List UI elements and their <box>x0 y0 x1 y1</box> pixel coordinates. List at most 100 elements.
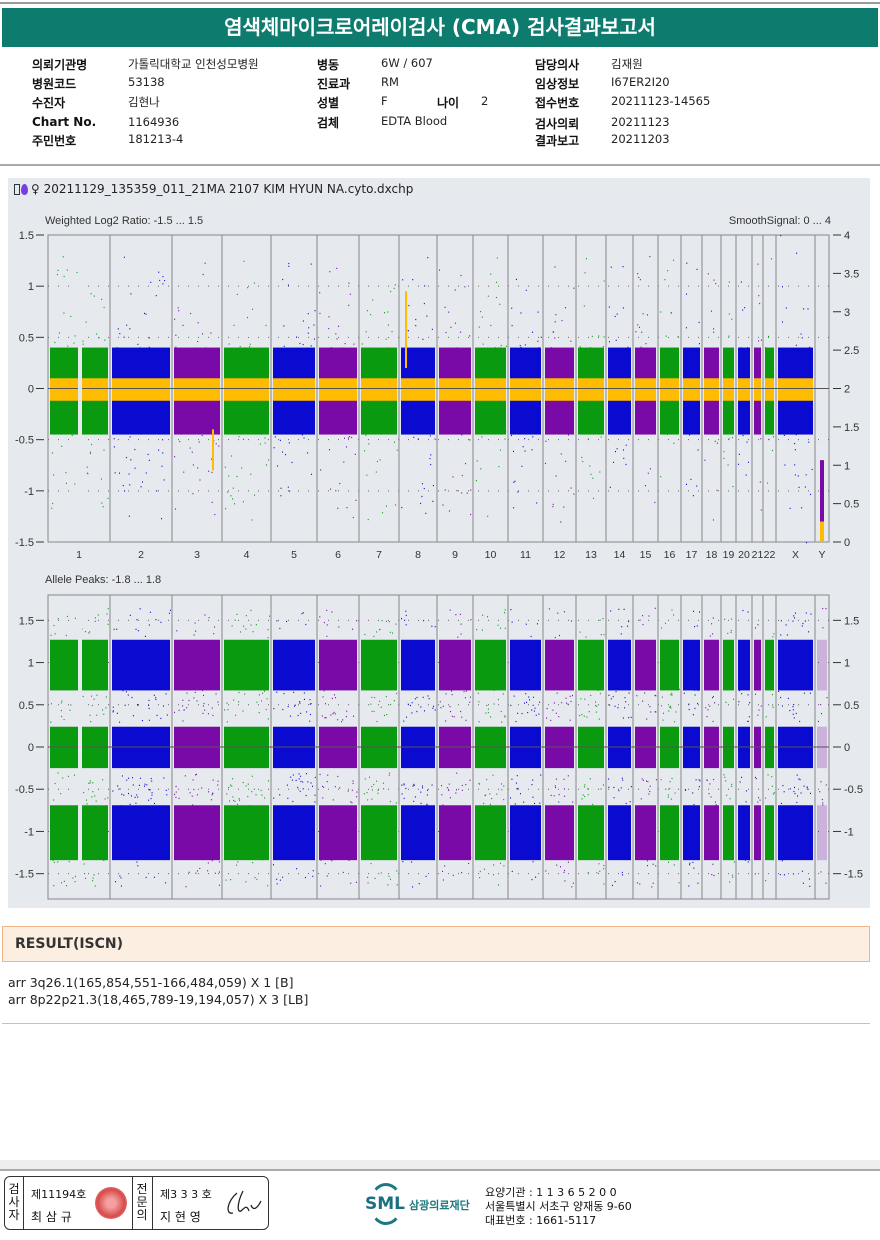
outlier-dot <box>106 432 108 434</box>
outlier-dot <box>395 623 397 625</box>
outlier-dot <box>136 861 138 863</box>
outlier-dot <box>249 343 251 345</box>
footer-line: 대표번호 : 1661-5117 <box>485 1214 597 1227</box>
outlier-dot <box>747 694 749 696</box>
outlier-dot <box>646 860 648 862</box>
smooth-signal <box>723 378 734 401</box>
outlier-dot <box>352 516 354 519</box>
outlier-dot <box>307 332 309 334</box>
deletion-3q26 <box>212 429 214 471</box>
outlier-dot <box>592 497 594 499</box>
outlier-dot <box>456 347 458 349</box>
outlier-dot <box>183 709 185 711</box>
outlier-dot <box>709 635 711 637</box>
outlier-dot <box>89 782 91 784</box>
outlier-dot <box>326 875 328 877</box>
outlier-dot <box>490 716 492 718</box>
outlier-dot <box>697 882 699 884</box>
outlier-dot <box>88 782 90 784</box>
outlier-dot <box>640 798 642 800</box>
outlier-dot <box>363 793 365 795</box>
chromosome-label: 2 <box>138 549 144 561</box>
outlier-dot <box>716 442 718 444</box>
outlier-dot <box>134 796 136 798</box>
outlier-dot <box>448 311 450 313</box>
outlier-dot <box>642 623 644 626</box>
outlier-dot <box>130 795 132 797</box>
outlier-dot <box>309 713 311 716</box>
outlier-dot <box>728 335 730 337</box>
outlier-dot <box>334 805 336 807</box>
outlier-dot <box>744 859 746 861</box>
outlier-dot <box>531 709 533 711</box>
outlier-dot <box>460 633 462 635</box>
outlier-dot <box>51 507 53 509</box>
outlier-dot <box>603 280 605 282</box>
outlier-dot <box>503 865 505 867</box>
outlier-dot <box>243 260 245 262</box>
outlier-dot <box>480 468 482 470</box>
outlier-dot <box>585 257 587 260</box>
outlier-dot <box>277 858 279 860</box>
outlier-dot <box>757 714 759 716</box>
outlier-dot <box>712 633 714 635</box>
outlier-dot <box>580 698 582 700</box>
outlier-dot <box>442 804 444 806</box>
smooth-signal <box>319 378 357 401</box>
outlier-dot <box>713 778 715 781</box>
outlier-dot <box>89 451 91 453</box>
outlier-dot <box>92 791 94 793</box>
outlier-dot <box>122 484 124 487</box>
outlier-dot <box>760 438 762 440</box>
outlier-dot <box>374 430 376 432</box>
outlier-dot <box>558 801 560 803</box>
outlier-dot <box>583 305 585 307</box>
outlier-dot <box>757 801 759 803</box>
outlier-dot <box>715 804 717 806</box>
outlier-dot <box>726 794 728 796</box>
outlier-dot <box>688 885 690 887</box>
outlier-dot <box>185 886 187 888</box>
outlier-dot <box>60 702 62 704</box>
outlier-dot <box>253 788 255 790</box>
chromosome-label: 19 <box>723 549 735 561</box>
outlier-dot <box>366 791 368 794</box>
outlier-dot <box>342 871 344 874</box>
outlier-dot <box>431 328 433 330</box>
outlier-dot <box>716 489 718 491</box>
outlier-dot <box>486 704 488 707</box>
label-patient: 수진자 <box>32 96 66 110</box>
outlier-dot <box>714 702 716 704</box>
outlier-dot <box>445 693 447 695</box>
outlier-dot <box>200 430 202 433</box>
chromosome-4 <box>224 260 270 887</box>
outlier-dot <box>425 875 427 877</box>
outlier-dot <box>328 449 330 451</box>
outlier-dot <box>520 346 522 348</box>
outlier-dot <box>369 347 371 349</box>
outlier-dot <box>754 776 756 779</box>
outlier-dot <box>383 714 385 717</box>
outlier-dot <box>335 697 337 699</box>
outlier-dot <box>713 874 715 877</box>
outlier-dot <box>131 777 133 779</box>
outlier-dot <box>103 859 105 862</box>
outlier-dot <box>284 432 286 434</box>
allele-peak-band <box>754 805 761 861</box>
outlier-dot <box>739 689 741 692</box>
outlier-dot <box>379 628 381 631</box>
outlier-dot <box>596 872 598 874</box>
outlier-dot <box>352 780 354 782</box>
outlier-dot <box>533 710 535 712</box>
outlier-dot <box>155 618 157 621</box>
outlier-dot <box>94 795 96 797</box>
outlier-dot <box>728 281 730 283</box>
outlier-dot <box>54 341 56 344</box>
outlier-dot <box>194 622 196 624</box>
outlier-dot <box>567 861 569 863</box>
outlier-dot <box>477 692 479 694</box>
outlier-dot <box>93 295 95 297</box>
outlier-dot <box>430 463 432 466</box>
outlier-dot <box>153 694 155 696</box>
outlier-dot <box>773 633 775 635</box>
